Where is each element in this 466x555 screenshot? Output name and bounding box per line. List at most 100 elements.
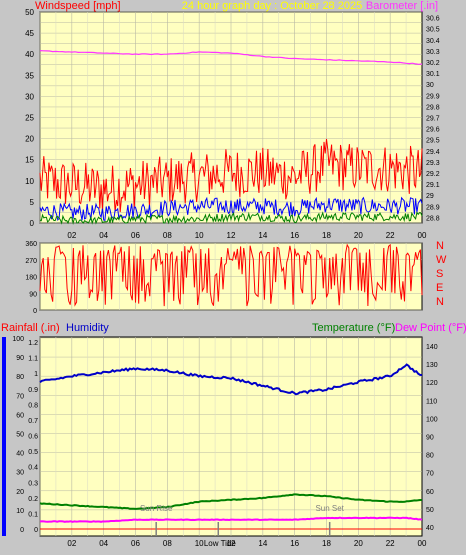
- temperature-y-tick-label: 120: [426, 380, 438, 387]
- barometer-y-tick-label: 29.9: [426, 93, 440, 100]
- humidity-y-tick-label: 10: [16, 508, 24, 515]
- wind-x-tick-label: 06: [131, 231, 140, 240]
- barometer-title: Barometer [.in]: [366, 0, 438, 12]
- barometer-y-tick-label: 30.1: [426, 71, 440, 78]
- barometer-y-tick-label: 29.3: [426, 160, 440, 167]
- rainfall-y-tick-label: 0.3: [28, 480, 38, 487]
- temp-x-tick-label: 04: [99, 539, 108, 548]
- rainfall-y-tick-label: 0.5: [28, 449, 38, 456]
- temperature-y-tick-label: 90: [426, 435, 434, 442]
- direction-y-tick-label: 90: [29, 291, 37, 298]
- barometer-y-tick-label: 30.3: [426, 49, 440, 56]
- wind-y-tick-label: 50: [25, 8, 34, 17]
- barometer-y-tick-label: 29.7: [426, 116, 440, 123]
- temp-x-tick-label: 00: [418, 539, 427, 548]
- compass-label: S: [436, 268, 443, 280]
- rainfall-y-tick-label: 1: [34, 371, 38, 378]
- compass-label: N: [436, 296, 444, 308]
- temp-x-tick-label: 14: [258, 539, 267, 548]
- compass-label: N: [436, 240, 444, 252]
- wind-panel-data: [39, 50, 423, 225]
- barometer-y-tick-label: 30.4: [426, 38, 440, 45]
- barometer-line: [39, 50, 423, 65]
- rainfall-y-tick-label: 0.9: [28, 387, 38, 394]
- wind-y-tick-label: 15: [25, 156, 34, 165]
- dewpoint-title: Dew Point (°F): [395, 322, 466, 334]
- wind-x-tick-label: 00: [418, 231, 427, 240]
- barometer-y-tick-label: 29: [426, 193, 434, 200]
- temperature-y-tick-label: 40: [426, 525, 434, 532]
- temperature-y-tick-label: 80: [426, 453, 434, 460]
- temp-x-tick-label: 06: [131, 539, 140, 548]
- barometer-y-tick-label: 29.2: [426, 171, 440, 178]
- rainfall-y-tick-label: 1.2: [28, 340, 38, 347]
- rainfall-y-tick-label: 0.7: [28, 418, 38, 425]
- sun-rise-label: Sun Rise: [140, 504, 173, 513]
- barometer-y-tick-label: 30.6: [426, 16, 440, 23]
- temp-x-tick-label: 22: [386, 539, 395, 548]
- barometer-y-tick-label: 29.4: [426, 149, 440, 156]
- wind-x-tick-label: 14: [258, 231, 267, 240]
- wind-x-tick-label: 18: [322, 231, 331, 240]
- direction-y-tick-label: 180: [25, 275, 37, 282]
- temperature-y-tick-label: 60: [426, 489, 434, 496]
- wind-y-tick-label: 0: [30, 219, 35, 228]
- rainfall-y-tick-label: 0.2: [28, 496, 38, 503]
- temp-x-tick-label: 02: [67, 539, 76, 548]
- wind-y-tick-label: 45: [25, 29, 34, 38]
- wind-y-tick-label: 30: [25, 92, 34, 101]
- wind-x-tick-label: 08: [163, 231, 172, 240]
- direction-y-tick-label: 270: [25, 258, 37, 265]
- wind-x-tick-label: 20: [354, 231, 363, 240]
- temperature-y-tick-label: 110: [426, 398, 437, 405]
- humidity-y-tick-label: 100: [12, 336, 24, 343]
- temperature-y-tick-label: 140: [426, 344, 438, 351]
- direction-y-tick-label: 360: [25, 241, 37, 248]
- wind-y-tick-label: 35: [25, 71, 34, 80]
- compass-label: W: [436, 254, 447, 266]
- wind-average-line: [39, 196, 423, 222]
- rainfall-y-tick-label: 1.1: [28, 356, 38, 363]
- barometer-y-tick-label: 28.9: [426, 204, 440, 211]
- temperature-line: [39, 493, 422, 510]
- humidity-line: [39, 363, 423, 396]
- humidity-y-tick-label: 70: [16, 393, 24, 400]
- wind-gust-line: [39, 139, 423, 213]
- humidity-y-tick-label: 20: [16, 489, 24, 496]
- humidity-y-tick-label: 30: [16, 470, 24, 477]
- barometer-y-tick-label: 29.5: [426, 138, 440, 145]
- rainfall-y-tick-label: 0.4: [28, 465, 38, 472]
- temp-x-tick-label: 18: [322, 539, 331, 548]
- humidity-title: Humidity: [66, 322, 109, 334]
- temperature-panel-axes: 010203040506070809010000.10.20.30.40.50.…: [12, 336, 437, 548]
- humidity-y-tick-label: 50: [16, 431, 24, 438]
- rainfall-y-tick-label: 0.1: [28, 511, 38, 518]
- wind-x-tick-label: 10: [195, 231, 204, 240]
- barometer-y-tick-label: 29.6: [426, 127, 440, 134]
- sun-set-label: Sun Set: [315, 504, 344, 513]
- humidity-y-tick-label: 40: [16, 451, 24, 458]
- wind-x-tick-label: 02: [67, 231, 76, 240]
- temperature-y-tick-label: 130: [426, 362, 438, 369]
- wind-x-tick-label: 12: [227, 231, 236, 240]
- temp-x-tick-label: 08: [163, 539, 172, 548]
- low-tide-label: Low Tide: [204, 539, 237, 548]
- temp-x-tick-label: 16: [290, 539, 299, 548]
- wind-y-tick-label: 40: [25, 50, 34, 59]
- barometer-y-tick-label: 30: [426, 82, 434, 89]
- barometer-y-tick-label: 30.5: [426, 27, 440, 34]
- barometer-y-tick-label: 28.8: [426, 215, 440, 222]
- humidity-y-tick-label: 90: [16, 355, 24, 362]
- direction-y-tick-label: 0: [33, 308, 37, 315]
- humidity-y-tick-label: 0: [20, 527, 24, 534]
- temperature-y-tick-label: 50: [426, 507, 434, 514]
- temp-x-tick-label: 10: [195, 539, 204, 548]
- temp-x-tick-label: 20: [354, 539, 363, 548]
- wind-low-line: [39, 211, 423, 225]
- rainfall-y-tick-label: 0.8: [28, 402, 38, 409]
- rainfall-y-tick-label: 0: [34, 527, 38, 534]
- wind-panel-axes: 0 5 10 15 20 25 30 35 40 45 50 28.8 28.9 29 29.1 29.2 29…: [25, 8, 440, 240]
- wind-y-tick-label: 10: [25, 177, 34, 186]
- rainfall-y-tick-label: 0.6: [28, 434, 38, 441]
